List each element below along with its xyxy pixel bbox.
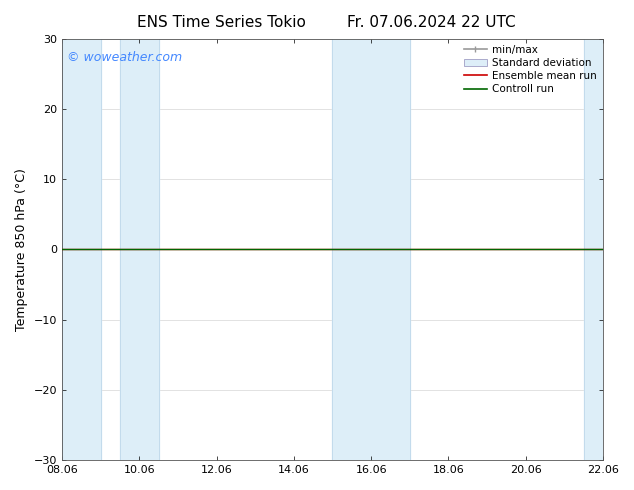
Bar xyxy=(584,39,603,460)
Y-axis label: Temperature 850 hPa (°C): Temperature 850 hPa (°C) xyxy=(15,168,28,331)
Bar xyxy=(62,39,101,460)
Text: © woweather.com: © woweather.com xyxy=(67,51,183,64)
Text: ENS Time Series Tokio: ENS Time Series Tokio xyxy=(138,15,306,30)
Legend: min/max, Standard deviation, Ensemble mean run, Controll run: min/max, Standard deviation, Ensemble me… xyxy=(460,41,601,98)
Text: Fr. 07.06.2024 22 UTC: Fr. 07.06.2024 22 UTC xyxy=(347,15,515,30)
Bar xyxy=(332,39,410,460)
Bar xyxy=(120,39,158,460)
